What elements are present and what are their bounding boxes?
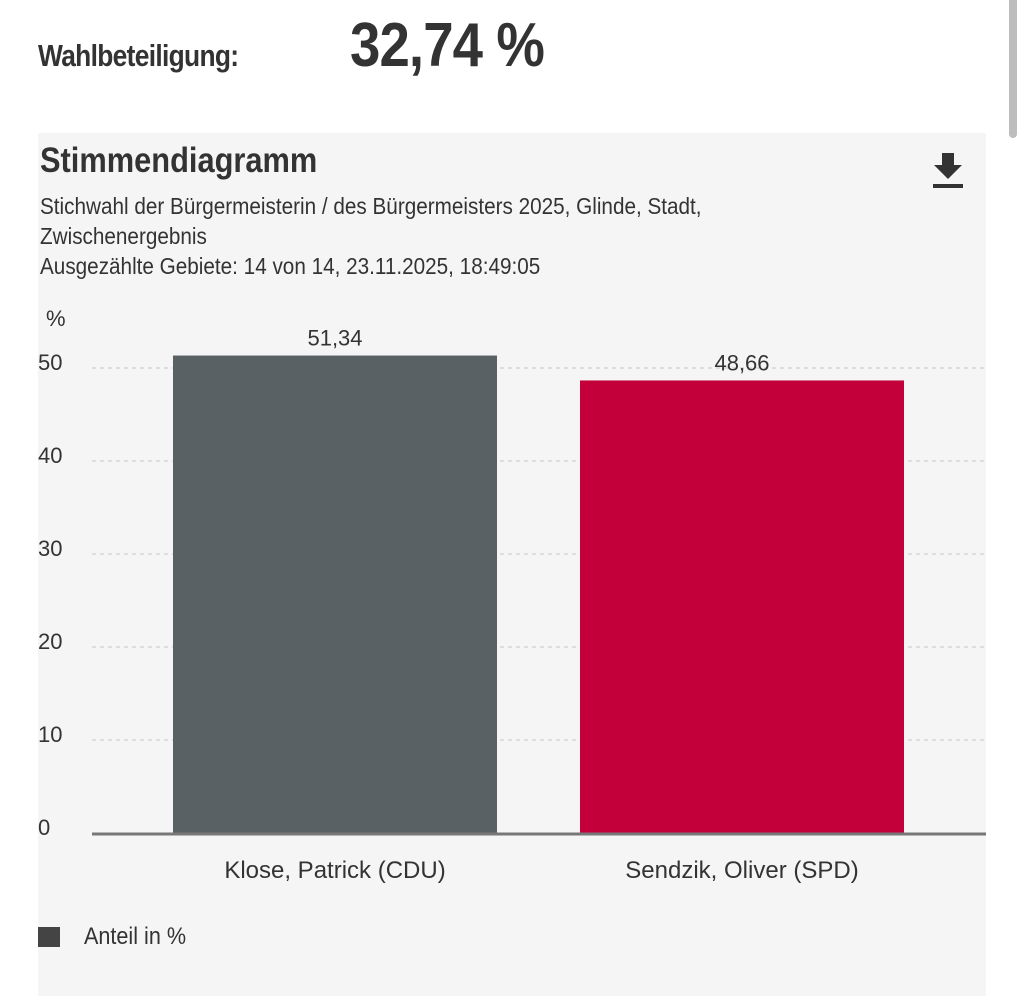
y-tick-label: 20 bbox=[38, 629, 62, 654]
y-tick-label: 10 bbox=[38, 722, 62, 747]
bar-chart: % 0 10 20 30 40 50 51,34 48,66 Klose, Patrick … bbox=[38, 306, 986, 884]
turnout-label: Wahlbeteiligung: bbox=[38, 38, 239, 73]
chart-title: Stimmendiagramm bbox=[40, 141, 318, 180]
subtitle-counted-areas: Ausgezählte Gebiete: 14 von 14, 23.11.20… bbox=[40, 253, 541, 279]
scrollbar[interactable] bbox=[1009, 0, 1017, 138]
legend-swatch bbox=[38, 927, 60, 947]
chart-subtitle: Stichwahl der Bürgermeisterin / des Bürg… bbox=[40, 191, 967, 281]
subtitle-status: Zwischenergebnis bbox=[40, 223, 207, 249]
data-label: 48,66 bbox=[714, 350, 769, 375]
subtitle-election: Stichwahl der Bürgermeisterin / des Bürg… bbox=[40, 193, 702, 219]
y-tick-label: 0 bbox=[38, 815, 50, 840]
turnout-value: 32,74 % bbox=[350, 11, 545, 80]
bar-klose[interactable] bbox=[173, 355, 497, 833]
bar-sendzik[interactable] bbox=[580, 380, 904, 833]
x-category-label: Sendzik, Oliver (SPD) bbox=[625, 857, 858, 884]
download-icon bbox=[933, 153, 963, 188]
data-label: 51,34 bbox=[307, 326, 362, 351]
legend: Anteil in % bbox=[38, 923, 197, 951]
download-button[interactable] bbox=[930, 151, 966, 191]
x-category-label: Klose, Patrick (CDU) bbox=[224, 857, 445, 884]
y-tick-label: 50 bbox=[38, 350, 62, 375]
y-axis-label: % bbox=[46, 306, 66, 331]
turnout-display: Wahlbeteiligung: 32,74 % bbox=[38, 10, 571, 90]
y-tick-label: 40 bbox=[38, 443, 62, 468]
legend-label: Anteil in % bbox=[84, 923, 187, 950]
chart-card: Stimmendiagramm Stichwahl der Bürgermeis… bbox=[38, 133, 986, 996]
y-tick-label: 30 bbox=[38, 536, 62, 561]
